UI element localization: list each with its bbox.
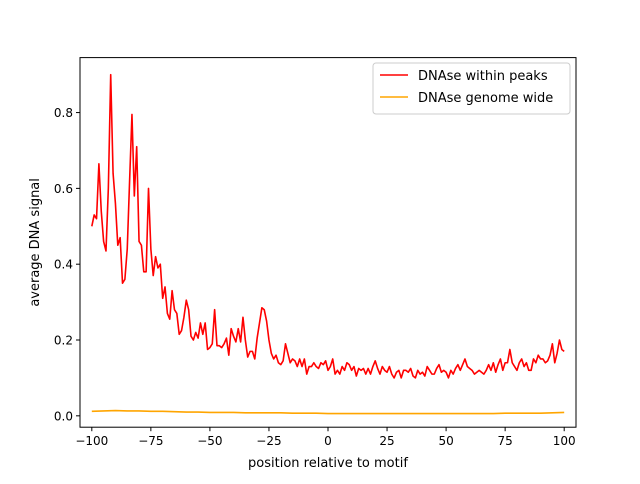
series-line-1 <box>91 409 565 415</box>
y-tick-label: 0.8 <box>54 106 73 120</box>
legend-label-within-peaks: DNAse within peaks <box>418 69 548 84</box>
series-line-0 <box>91 73 565 379</box>
legend: DNAse within peaks DNAse genome wide <box>372 62 571 115</box>
y-tick-label: 0.6 <box>54 182 73 196</box>
y-tick-label: 0.0 <box>54 409 73 423</box>
y-tick-label: 0.2 <box>54 334 73 348</box>
x-axis-label: position relative to motif <box>248 456 408 471</box>
x-tick-label: 75 <box>498 434 513 448</box>
series-layer <box>91 73 565 415</box>
x-tick-label: 25 <box>379 434 394 448</box>
legend-label-genome-wide: DNAse genome wide <box>418 91 553 106</box>
x-tick-label: 0 <box>324 434 332 448</box>
y-axis-ticks: 0.0 0.2 0.4 0.6 0.8 <box>54 106 80 423</box>
legend-box <box>372 62 571 115</box>
x-tick-label: 100 <box>553 434 576 448</box>
y-tick-label: 0.4 <box>54 258 73 272</box>
x-axis-ticks: −100 −75 −50 −25 0 25 50 75 100 <box>75 427 576 448</box>
y-axis-label: average DNA signal <box>28 178 43 307</box>
x-tick-label: −25 <box>256 434 281 448</box>
x-tick-label: −50 <box>197 434 222 448</box>
x-tick-label: 50 <box>438 434 453 448</box>
x-tick-label: −75 <box>138 434 163 448</box>
x-tick-label: −100 <box>75 434 108 448</box>
